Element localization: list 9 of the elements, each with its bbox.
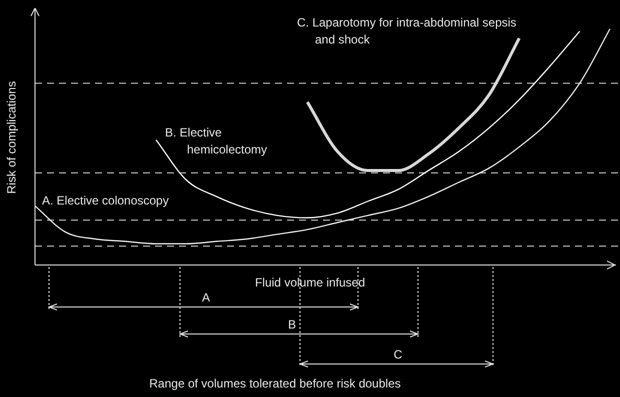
text: Range of volumes tolerated before risk doubles (149, 376, 401, 390)
y-axis-title: Risk of complications (4, 81, 18, 194)
series-label: C. Laparotomy for intra-abdominal sepsis and shock (297, 15, 516, 46)
series-label: A. Elective colonoscopy (42, 193, 169, 208)
x-axis-title: Fluid volume infused (254, 275, 366, 290)
series-label: B. Elective hemicolectomy (165, 125, 268, 156)
text: A (202, 290, 210, 304)
text: B (288, 317, 296, 332)
text: C (394, 347, 403, 362)
